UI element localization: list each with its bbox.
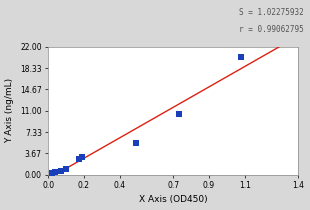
Text: S = 1.02275932: S = 1.02275932: [239, 8, 304, 17]
Point: [239, 55, 244, 58]
Y-axis label: Y Axis (ng/mL): Y Axis (ng/mL): [6, 78, 15, 143]
Point: [76, 157, 81, 161]
Text: r = 0.99062795: r = 0.99062795: [239, 25, 304, 34]
Point: [64, 167, 69, 171]
Point: [58, 169, 63, 172]
Point: [53, 170, 58, 173]
Point: [133, 141, 138, 144]
Point: [176, 112, 181, 115]
X-axis label: X Axis (OD450): X Axis (OD450): [139, 196, 208, 205]
Point: [80, 156, 85, 159]
Point: [49, 171, 54, 175]
